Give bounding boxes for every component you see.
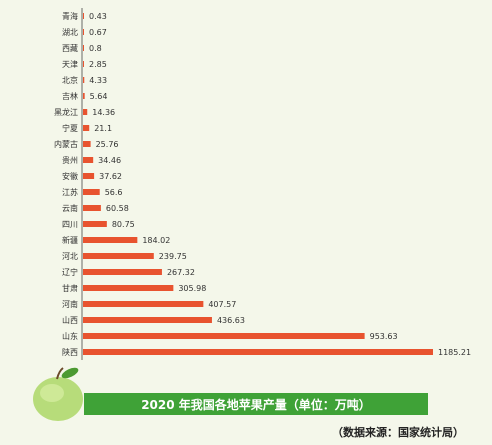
bar: [83, 253, 154, 259]
value-label: 0.8: [89, 44, 102, 53]
value-label: 21.1: [94, 124, 112, 133]
bar: [83, 205, 101, 211]
category-label: 安徽: [62, 171, 78, 181]
value-label: 436.63: [217, 316, 245, 325]
value-label: 5.64: [90, 92, 108, 101]
value-label: 34.46: [98, 156, 121, 165]
bar: [83, 333, 365, 339]
data-source: （数据来源：国家统计局）: [332, 426, 464, 439]
category-label: 青海: [62, 11, 78, 21]
category-label: 甘肃: [62, 283, 78, 293]
category-label: 四川: [62, 220, 78, 229]
value-label: 4.33: [89, 76, 107, 85]
bar: [83, 317, 212, 323]
bar: [83, 349, 433, 355]
bar: [83, 13, 84, 19]
category-label: 湖北: [62, 28, 78, 37]
category-label: 西藏: [62, 43, 78, 53]
value-label: 1185.21: [438, 348, 471, 357]
category-label: 内蒙古: [54, 139, 78, 149]
bar: [83, 301, 204, 307]
bar: [83, 93, 85, 99]
bar: [83, 157, 94, 163]
category-label: 贵州: [62, 155, 78, 165]
value-label: 25.76: [96, 140, 119, 149]
category-label: 河南: [62, 299, 78, 309]
value-label: 407.57: [208, 300, 236, 309]
value-label: 239.75: [159, 252, 187, 261]
category-label: 陕西: [62, 347, 78, 357]
category-label: 吉林: [62, 91, 78, 101]
bar: [83, 173, 95, 179]
category-label: 山西: [62, 315, 78, 325]
bar: [83, 125, 90, 131]
category-label: 辽宁: [62, 267, 78, 277]
category-label: 江苏: [62, 187, 78, 197]
bar: [83, 45, 84, 51]
category-label: 宁夏: [62, 123, 78, 133]
bar: [83, 269, 162, 275]
bar: [83, 189, 100, 195]
bar: [83, 109, 88, 115]
bar: [83, 285, 174, 291]
category-label: 山东: [62, 331, 78, 341]
apple-icon: [33, 367, 83, 421]
bar: [83, 61, 84, 67]
value-label: 80.75: [112, 220, 135, 229]
value-label: 305.98: [178, 284, 206, 293]
value-label: 14.36: [92, 108, 115, 117]
value-label: 56.6: [105, 188, 123, 197]
value-label: 184.02: [142, 236, 170, 245]
bar: [83, 141, 91, 147]
bar: [83, 29, 84, 35]
bar: [83, 77, 85, 83]
value-label: 0.43: [89, 12, 107, 21]
category-label: 新疆: [62, 235, 78, 245]
category-label: 云南: [62, 203, 78, 213]
value-label: 37.62: [99, 172, 122, 181]
value-label: 0.67: [89, 28, 107, 37]
category-label: 天津: [62, 59, 78, 69]
value-label: 267.32: [167, 268, 195, 277]
value-label: 60.58: [106, 204, 129, 213]
chart-title: 2020 年我国各地苹果产量（单位：万吨）: [84, 393, 428, 415]
category-label: 北京: [62, 75, 78, 85]
bar: [83, 237, 138, 243]
category-label: 河北: [62, 251, 78, 261]
category-label: 黑龙江: [54, 107, 78, 117]
value-label: 2.85: [89, 60, 107, 69]
bar: [83, 221, 107, 227]
value-label: 953.63: [370, 332, 398, 341]
